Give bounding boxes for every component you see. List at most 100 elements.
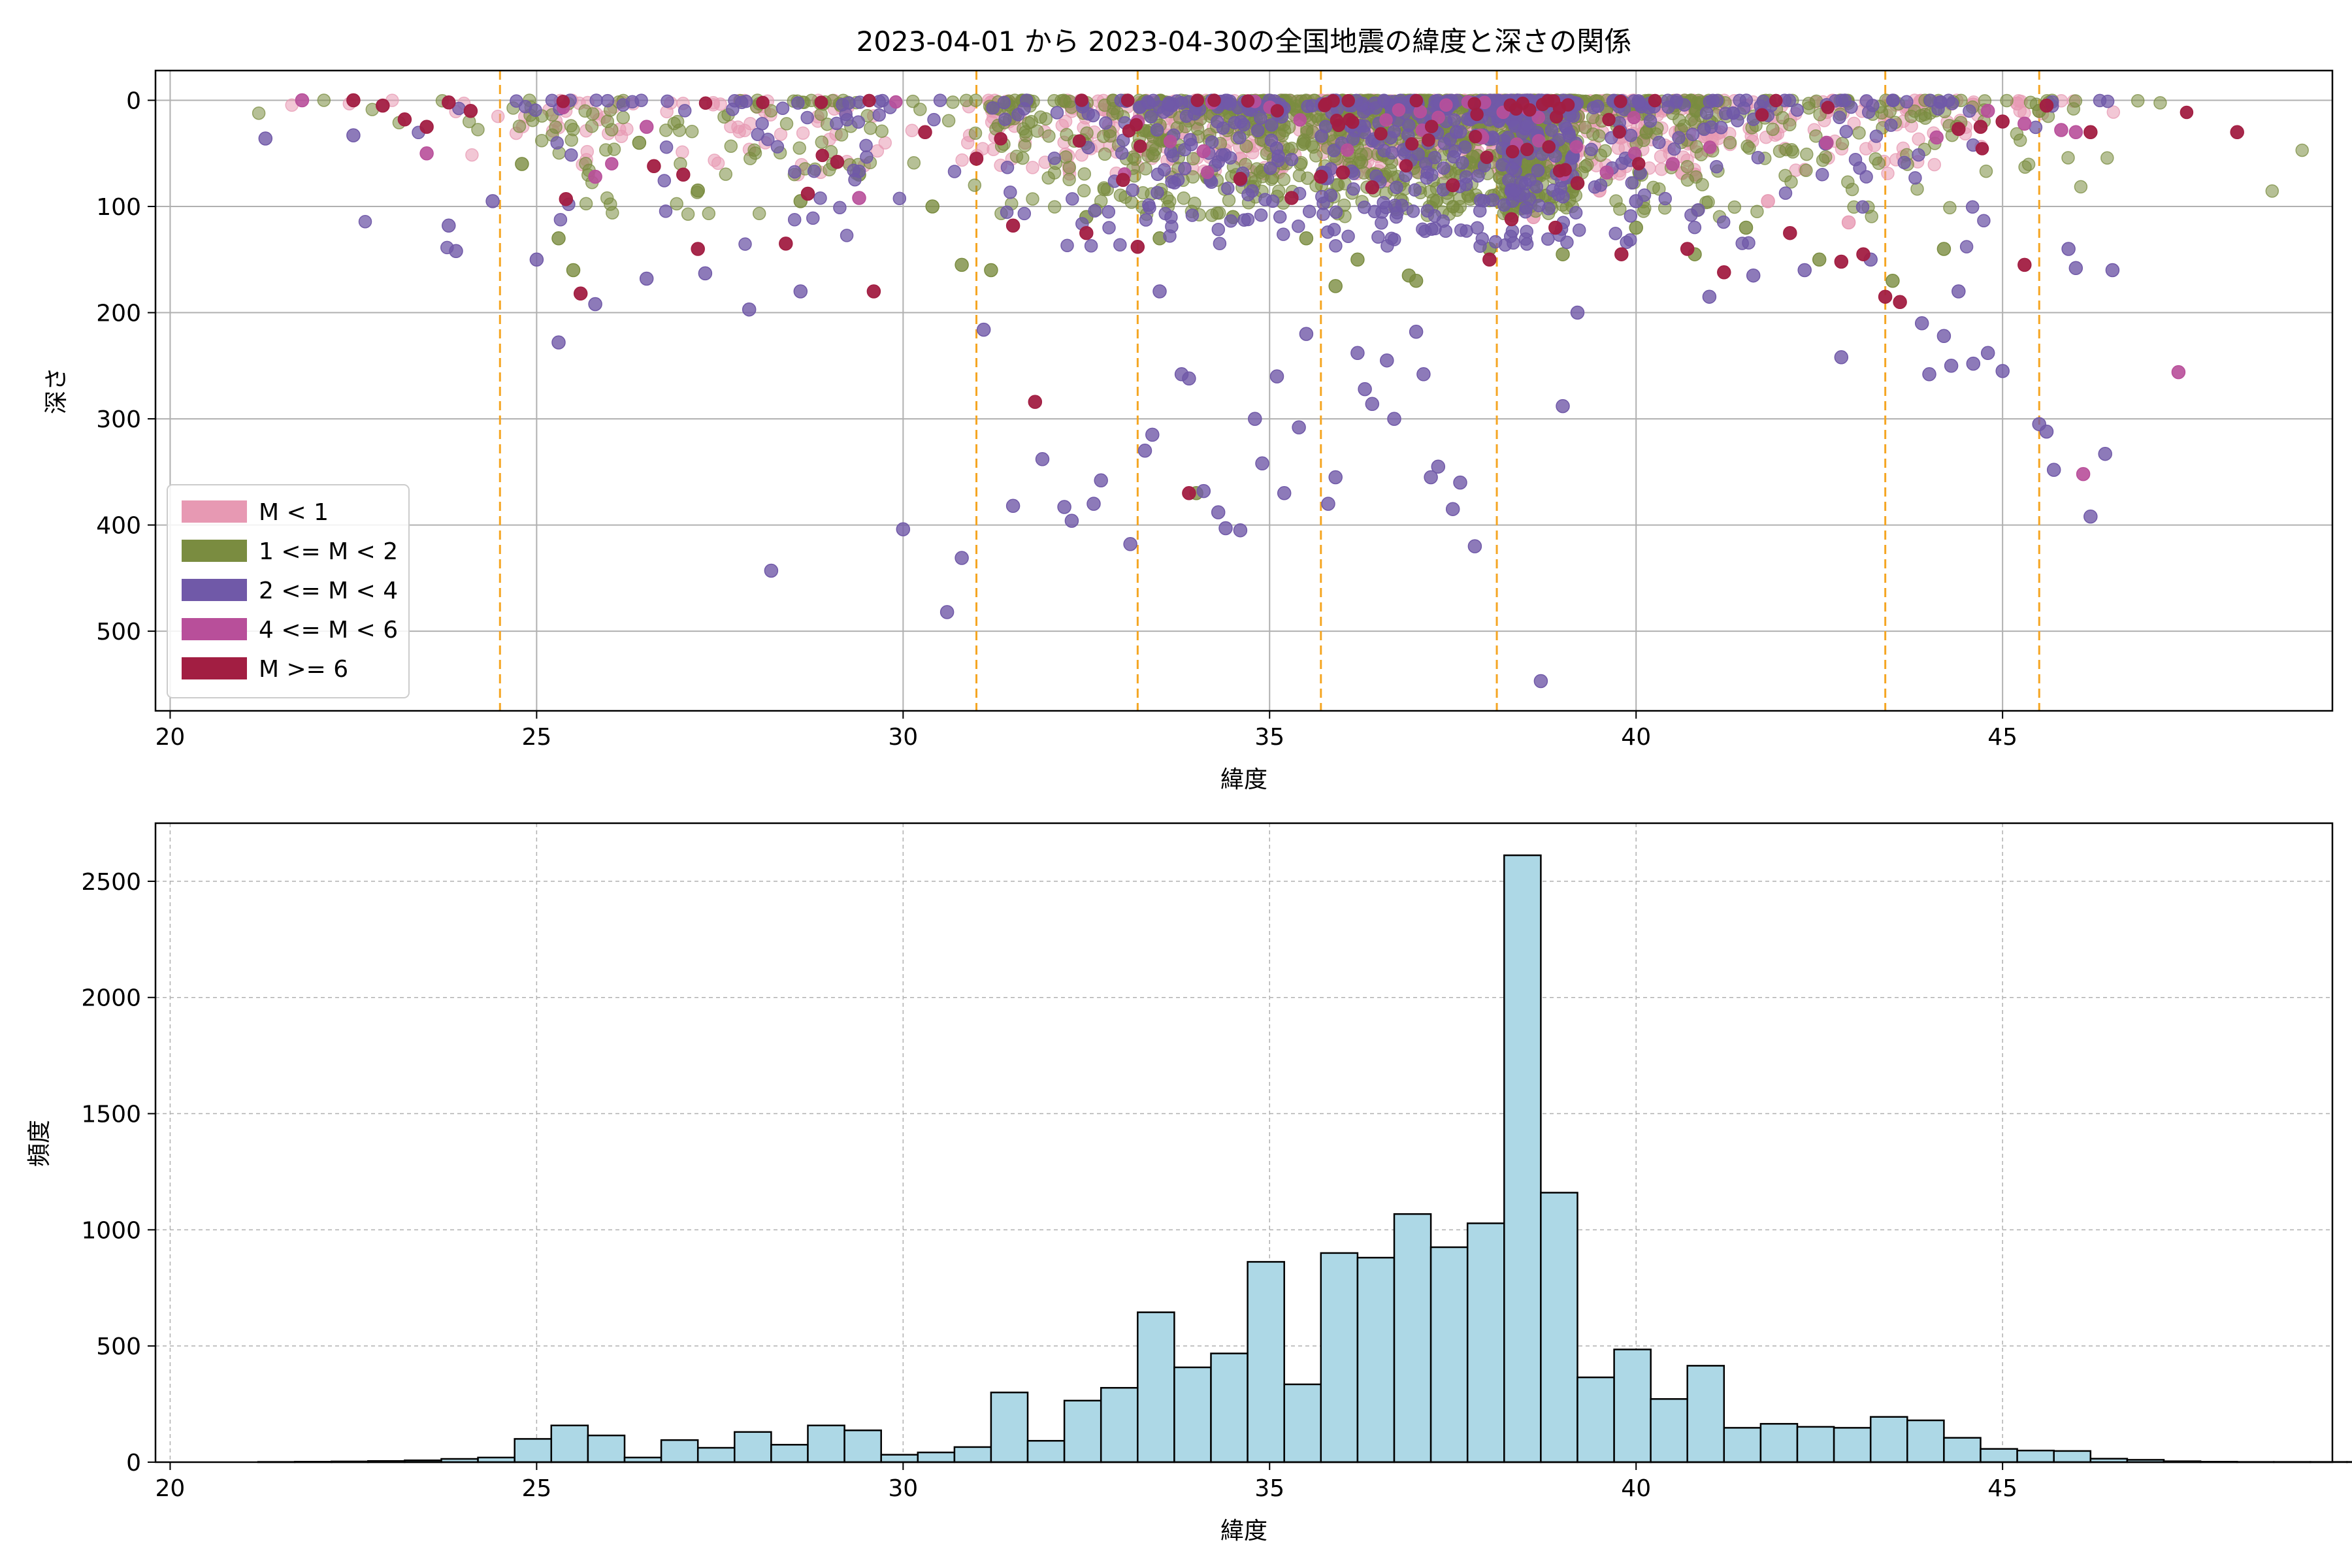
data-point <box>647 159 661 174</box>
data-point <box>1497 198 1511 212</box>
data-point <box>2061 151 2075 165</box>
data-point <box>1751 150 1765 165</box>
data-point <box>939 605 955 619</box>
data-point <box>1385 146 1399 160</box>
data-point <box>1270 104 1284 118</box>
legend-entry-label: 4 <= M < 6 <box>259 617 398 644</box>
histogram-bar <box>1173 1366 1212 1463</box>
data-point <box>1690 140 1703 154</box>
data-point <box>1912 148 1925 162</box>
data-point <box>1123 537 1137 551</box>
data-point <box>1369 101 1382 115</box>
data-point <box>471 123 485 137</box>
data-point <box>2000 93 2014 108</box>
data-point <box>1886 93 1900 107</box>
data-point <box>1401 268 1416 283</box>
data-point <box>976 322 991 337</box>
data-point <box>1710 93 1724 108</box>
data-point <box>1624 209 1638 223</box>
data-point <box>1218 521 1233 536</box>
data-point <box>1063 94 1077 108</box>
data-point <box>1643 114 1658 128</box>
data-point <box>1614 247 1629 261</box>
data-point <box>1845 182 1859 197</box>
histogram-x-tick-label: 25 <box>521 1475 551 1502</box>
data-point <box>1556 247 1570 261</box>
data-point <box>1445 502 1460 516</box>
data-point <box>659 204 673 218</box>
data-point <box>742 302 757 317</box>
data-point <box>1437 161 1450 175</box>
data-point <box>1128 152 1142 166</box>
data-point <box>1343 112 1356 127</box>
data-point <box>529 252 544 267</box>
histogram-bar <box>1906 1419 1945 1463</box>
data-point <box>933 93 947 107</box>
data-point <box>986 101 1000 115</box>
data-point <box>1820 135 1834 150</box>
data-point <box>559 191 574 206</box>
data-point <box>2061 242 2076 256</box>
data-point <box>1570 176 1585 191</box>
histogram-bar <box>1429 1246 1469 1463</box>
data-point <box>1254 111 1267 125</box>
data-point <box>1431 110 1445 124</box>
data-point <box>1266 194 1280 208</box>
data-point <box>1469 129 1482 144</box>
data-point <box>1904 109 1918 123</box>
data-point <box>1552 164 1567 178</box>
data-point <box>1570 305 1585 320</box>
histogram-bar <box>1576 1376 1615 1463</box>
data-point <box>491 109 505 123</box>
data-point <box>806 211 820 225</box>
data-point <box>676 167 691 182</box>
scatter-x-tick-label: 20 <box>155 724 186 751</box>
data-point <box>1379 113 1393 127</box>
data-point <box>1599 165 1614 180</box>
data-point <box>600 191 614 205</box>
data-point <box>1717 265 1731 280</box>
data-point <box>1116 172 1130 188</box>
data-point <box>1952 284 1966 299</box>
data-point <box>792 141 806 155</box>
data-point <box>1878 289 1893 304</box>
data-point <box>1200 165 1215 180</box>
data-point <box>1502 173 1516 187</box>
data-point <box>698 266 713 281</box>
data-point <box>1501 131 1515 144</box>
data-point <box>1418 224 1432 238</box>
data-point <box>1395 199 1409 212</box>
data-point <box>376 98 390 113</box>
data-point <box>968 178 982 192</box>
data-point <box>589 93 603 107</box>
histogram-bar <box>1063 1399 1102 1463</box>
data-point <box>1299 231 1314 246</box>
scatter-points <box>252 93 2309 689</box>
data-point <box>1284 141 1299 155</box>
histogram-bar <box>1540 1192 1578 1463</box>
data-point <box>1944 359 1959 373</box>
data-point <box>1834 350 1849 365</box>
data-point <box>1914 316 1929 331</box>
data-point <box>585 120 599 133</box>
data-point <box>1129 118 1143 132</box>
data-point <box>1980 104 1995 118</box>
data-point <box>1519 201 1533 215</box>
data-point <box>955 551 969 565</box>
data-point <box>1145 147 1160 161</box>
data-point <box>1113 238 1127 252</box>
data-point <box>1359 147 1373 161</box>
data-point <box>1424 470 1438 485</box>
data-point <box>2131 93 2145 108</box>
data-point <box>1367 204 1382 218</box>
data-point <box>1223 151 1237 165</box>
data-point <box>1212 206 1226 220</box>
data-point <box>620 122 634 136</box>
data-point <box>1042 129 1056 143</box>
data-point <box>2021 157 2036 171</box>
data-point <box>1316 196 1330 210</box>
data-point <box>252 106 266 120</box>
histogram-bar <box>1686 1365 1725 1463</box>
scatter-x-tick-label: 30 <box>888 724 918 751</box>
data-point <box>1150 123 1164 137</box>
